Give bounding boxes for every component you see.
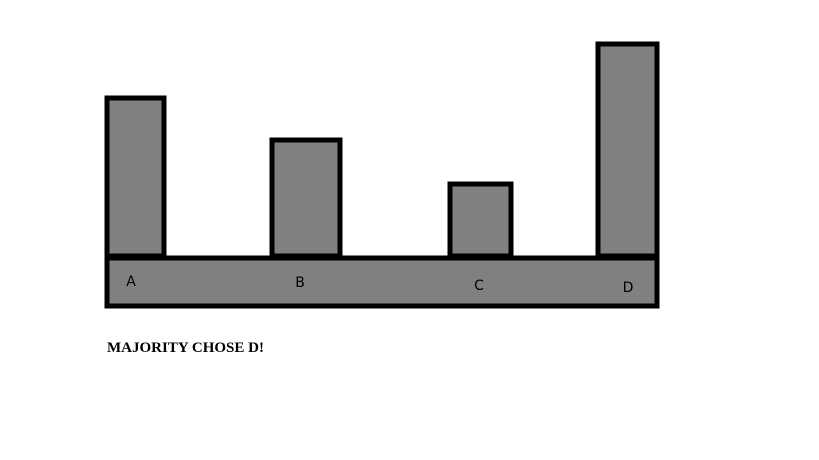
chart-base-strip <box>104 255 660 309</box>
bar-c <box>447 181 514 259</box>
tick-label-b: B <box>295 275 305 291</box>
bar-a <box>104 95 167 259</box>
bar-d <box>595 41 660 259</box>
tick-label-c: C <box>474 278 484 294</box>
bars-layer <box>104 41 660 259</box>
tick-label-d: D <box>623 280 634 296</box>
chart-caption: MAJORITY CHOSE D! <box>107 340 264 356</box>
tick-label-a: A <box>126 274 136 290</box>
bar-b <box>269 137 343 259</box>
tick-labels-layer: A B C D <box>126 274 633 296</box>
